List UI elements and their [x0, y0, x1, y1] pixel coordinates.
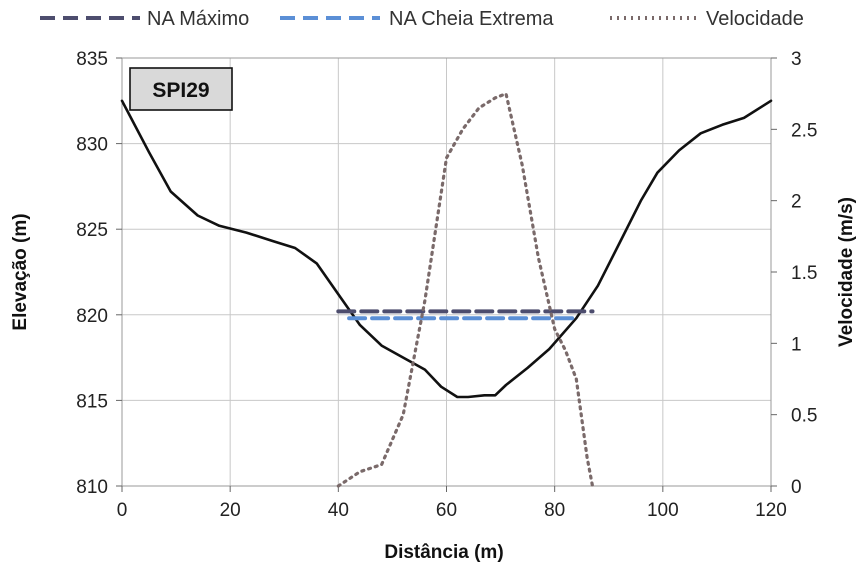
y-tick-label: 815 — [76, 391, 108, 412]
x-axis-ticks: 0 20 40 60 80 100 120 — [117, 486, 787, 521]
y2-tick-label: 2 — [791, 192, 802, 213]
y2-tick-label: 0 — [791, 477, 802, 498]
x-tick-label: 0 — [117, 500, 128, 521]
section-label-box: SPI29 — [129, 67, 233, 111]
section-label: SPI29 — [152, 79, 209, 102]
y2-axis-ticks: 0 0.5 1 1.5 2 2.5 3 — [771, 49, 817, 498]
legend-na-cheia-extrema-label: NA Cheia Extrema — [389, 8, 554, 30]
section-label-background — [129, 67, 233, 111]
x-tick-label: 80 — [544, 500, 565, 521]
grid — [122, 58, 771, 486]
y-tick-label: 825 — [76, 220, 108, 241]
y2-tick-label: 2.5 — [791, 120, 817, 141]
series-layer — [120, 92, 773, 488]
y-axis-title: Elevação (m) — [10, 213, 31, 330]
y-axis-ticks: 810 815 820 825 830 835 — [76, 49, 122, 498]
x-tick-label: 40 — [328, 500, 349, 521]
x-tick-label: 60 — [436, 500, 457, 521]
terrain-profile-line — [120, 99, 773, 399]
legend: NA Máximo NA Cheia Extrema Velocidade — [40, 8, 804, 30]
y2-tick-label: 1 — [791, 334, 802, 355]
x-tick-label: 20 — [220, 500, 241, 521]
y2-tick-label: 3 — [791, 49, 802, 70]
x-tick-label: 100 — [647, 500, 679, 521]
y-tick-label: 830 — [76, 135, 108, 156]
velocidade-line — [336, 92, 595, 488]
y2-tick-label: 1.5 — [791, 263, 817, 284]
y-tick-label: 820 — [76, 306, 108, 327]
y-tick-label: 810 — [76, 477, 108, 498]
legend-velocidade-label: Velocidade — [706, 8, 804, 30]
x-tick-label: 120 — [755, 500, 787, 521]
y2-axis-title: Velocidade (m/s) — [836, 197, 857, 347]
legend-na-maximo-label: NA Máximo — [147, 8, 249, 30]
y-tick-label: 835 — [76, 49, 108, 70]
y2-tick-label: 0.5 — [791, 406, 817, 427]
x-axis-title: Distância (m) — [384, 542, 503, 563]
